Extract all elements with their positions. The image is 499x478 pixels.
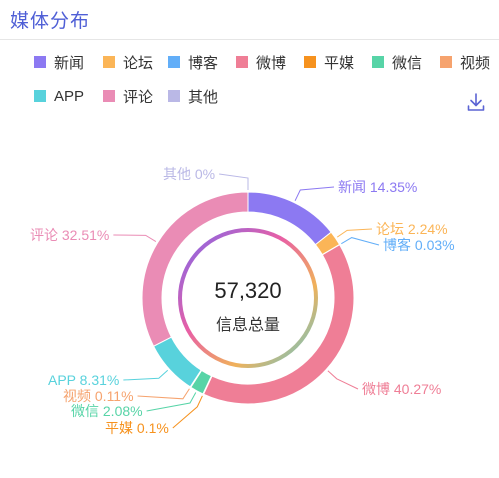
page-title: 媒体分布	[10, 11, 91, 32]
legend-item-3[interactable]: 博客	[168, 52, 218, 72]
legend-swatch	[103, 90, 115, 102]
legend-swatch	[304, 56, 316, 68]
leader-line-2	[336, 228, 373, 238]
legend-item-7[interactable]: 视频	[440, 52, 490, 72]
leader-line-7	[137, 388, 190, 400]
legend-swatch	[168, 56, 180, 68]
legend-label: 评论	[123, 88, 154, 106]
slice-label-6: 微信 2.08%	[71, 403, 143, 419]
slice-label-8: APP 8.31%	[48, 372, 119, 388]
slice-8[interactable]	[152, 336, 202, 388]
legend-item-4[interactable]: 微博	[236, 52, 286, 72]
slice-9[interactable]	[141, 191, 249, 347]
legend-swatch	[34, 56, 46, 68]
slice-label-1: 新闻 14.35%	[338, 179, 417, 195]
legend-label: 新闻	[54, 54, 85, 72]
slice-label-7: 视频 0.11%	[63, 388, 134, 404]
legend-swatch	[372, 56, 384, 68]
legend-swatch	[440, 56, 452, 68]
leader-line-5	[172, 395, 203, 429]
legend-item-6[interactable]: 微信	[372, 52, 422, 72]
leader-line-8	[123, 369, 169, 381]
legend-label: 微信	[392, 54, 423, 72]
slice-label-3: 博客 0.03%	[383, 237, 455, 253]
legend-item-9[interactable]: 评论	[103, 86, 153, 106]
chart-labels: 新闻 14.35% 论坛 2.24%博客 0.03% 微博 40.27% 平媒 0.1…	[30, 166, 455, 436]
center-label: 信息总量	[216, 316, 280, 334]
legend-label: 微博	[256, 54, 287, 72]
leader-line-3	[341, 237, 380, 246]
legend-label: 博客	[188, 54, 219, 72]
download-icon[interactable]	[466, 92, 486, 112]
legend-swatch	[103, 56, 115, 68]
leader-line-1	[294, 186, 335, 202]
legend-item-5[interactable]: 平媒	[304, 52, 354, 72]
center-ring	[178, 228, 318, 368]
legend-label: 论坛	[123, 54, 154, 72]
slice-label-2: 论坛 2.24%	[376, 221, 448, 237]
slice-label-10: 其他 0%	[163, 166, 215, 182]
legend-item-10[interactable]: 其他	[168, 86, 218, 106]
chart-legend: 新闻 论坛 博客 微博 平媒 微信 视频 APP 评论 其他	[0, 0, 499, 130]
legend-swatch	[168, 90, 180, 102]
header-bar: 媒体分布	[0, 0, 499, 40]
legend-item-1[interactable]: 新闻	[34, 52, 84, 72]
center-value: 57,320	[214, 278, 281, 303]
slice-label-9: 评论 32.51%	[30, 227, 109, 243]
legend-label: 其他	[188, 88, 219, 106]
slice-label-5: 平媒 0.1%	[105, 420, 169, 436]
leader-line-10	[219, 173, 249, 190]
legend-label: 视频	[460, 54, 491, 72]
legend-item-8[interactable]: APP	[34, 86, 84, 106]
leader-line-4	[327, 370, 359, 390]
leader-line-6	[146, 392, 197, 412]
leader-line-9	[113, 234, 157, 243]
legend-swatch	[236, 56, 248, 68]
slice-label-4: 微博 40.27%	[362, 381, 441, 397]
slice-1[interactable]	[247, 191, 332, 246]
legend-label: APP	[54, 87, 85, 105]
legend-label: 平媒	[324, 54, 355, 72]
legend-swatch	[34, 90, 46, 102]
legend-item-2[interactable]: 论坛	[103, 52, 153, 72]
chart-slices	[141, 191, 355, 405]
